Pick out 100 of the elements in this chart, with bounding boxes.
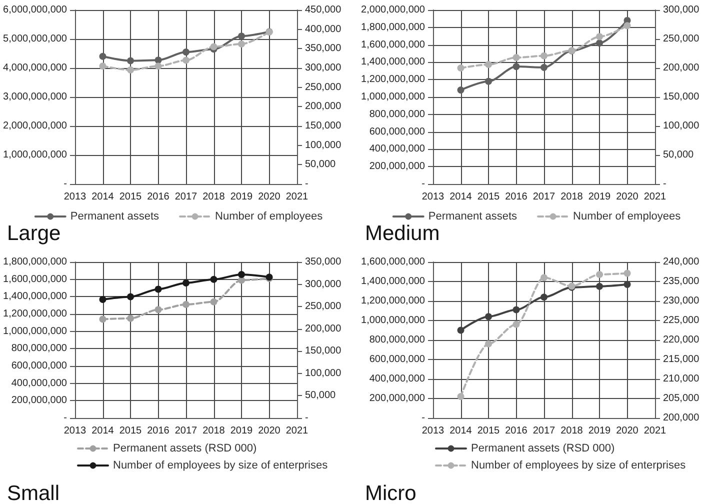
point [540,52,548,60]
point [624,22,631,30]
point [485,61,492,68]
y-tick-label: 1,000,000,000 [361,315,426,326]
y-tick-label: 1,800,000,000 [361,22,426,33]
y-tick-label: 1,800,000,000 [3,256,68,268]
point [485,340,492,348]
x-tick-label: 2017 [532,192,556,202]
point [512,306,520,314]
y2-tick-label: 250,000 [305,82,342,93]
y-tick-label: 1,400,000,000 [361,276,426,287]
y2-tick-label: 200,000 [305,323,342,334]
x-tick-label: 2016 [147,192,170,202]
y-tick-label: - [422,178,425,190]
x-tick-label: 2013 [64,192,87,202]
point [596,270,603,278]
y2-tick-label: 250,000 [663,34,700,44]
point [238,270,245,278]
y2-tick-label: 100,000 [305,368,342,379]
point [485,313,492,320]
y-tick-label: 600,000,000 [369,126,426,138]
y2-tick-label: 200,000 [663,412,700,424]
y-tick-label: 1,000,000,000 [3,150,68,160]
y-tick-label: 5,000,000,000 [3,34,68,44]
y-tick-label: 200,000,000 [369,393,426,404]
y2-tick-label: 50,000 [663,150,694,160]
y-tick-label: 6,000,000,000 [3,4,68,16]
x-tick-label: 2020 [258,192,281,202]
point [210,43,218,50]
y-tick-label: 1,200,000,000 [361,296,426,306]
point [457,86,464,94]
point [485,78,492,85]
y-tick-label: 400,000,000 [11,378,68,389]
y-tick-label: 2,000,000,000 [361,4,426,16]
point [154,286,162,293]
point [624,280,631,288]
x-tick-label: 2020 [258,426,281,436]
point [127,66,134,74]
y-tick-label: 400,000,000 [369,144,426,155]
y-tick-label: 200,000,000 [11,395,68,406]
y2-tick-label: 350,000 [305,43,342,54]
x-tick-label: 2014 [450,426,472,436]
y-tick-label: 1,200,000,000 [361,74,426,86]
y-tick-label: 1,400,000,000 [361,56,426,68]
y-tick-label: 1,200,000,000 [3,308,68,320]
x-tick-label: 2018 [560,192,584,202]
point [127,314,134,322]
y2-tick-label: 300,000 [663,4,700,16]
y-tick-label: 800,000,000 [369,108,426,120]
x-tick-label: 2014 [450,192,472,202]
y2-tick-label: 350,000 [305,256,342,268]
x-tick-label: 2021 [644,192,667,202]
x-tick-label: 2017 [174,192,198,202]
legend-label: Permanent assets [70,210,160,222]
point [154,62,162,70]
x-tick-label: 2014 [92,192,114,202]
text: Large [7,222,61,245]
point [596,282,603,290]
y2-tick-label: 200,000 [305,101,342,112]
point [457,393,464,400]
point [238,32,245,40]
y-tick-label: 3,000,000,000 [3,92,68,102]
point [127,57,134,64]
point [540,274,548,282]
x-tick-label: 2021 [644,426,667,436]
point [540,64,548,71]
point [512,63,520,70]
x-tick-label: 2019 [588,192,612,202]
point [99,62,106,70]
point [457,326,464,334]
point [99,52,106,60]
y2-tick-label: 400,000 [305,24,342,35]
y-tick-label: - [64,178,67,190]
point [182,48,190,56]
point [457,64,464,72]
x-tick-label: 2018 [560,426,584,436]
y2-tick-label: 150,000 [305,346,342,357]
x-tick-label: 2017 [174,426,198,436]
y2-tick-label: 100,000 [305,140,342,151]
y2-tick-label: 100,000 [663,120,700,132]
point [99,296,106,303]
y2-tick-label: 220,000 [663,334,700,346]
y2-tick-label: 200,000 [663,62,700,74]
x-tick-label: 2020 [616,192,639,202]
y-tick-label: 2,000,000,000 [3,120,68,132]
y2-tick-label: 250,000 [305,301,342,312]
point [127,293,134,300]
point [596,40,603,47]
y-tick-label: 1,600,000,000 [361,256,426,268]
y2-tick-label: 450,000 [305,4,342,16]
y-tick-label: 600,000,000 [11,360,68,372]
y2-tick-label: 50,000 [305,390,336,402]
legend-label: Number of employees [573,210,682,222]
y-tick-label: - [422,412,425,424]
y2-tick-label: 300,000 [305,62,342,74]
x-tick-label: 2019 [230,192,254,202]
x-tick-label: 2017 [532,426,556,436]
x-tick-label: 2018 [202,426,226,436]
x-tick-label: 2016 [147,426,170,436]
y-tick-label: 1,600,000,000 [3,274,68,285]
